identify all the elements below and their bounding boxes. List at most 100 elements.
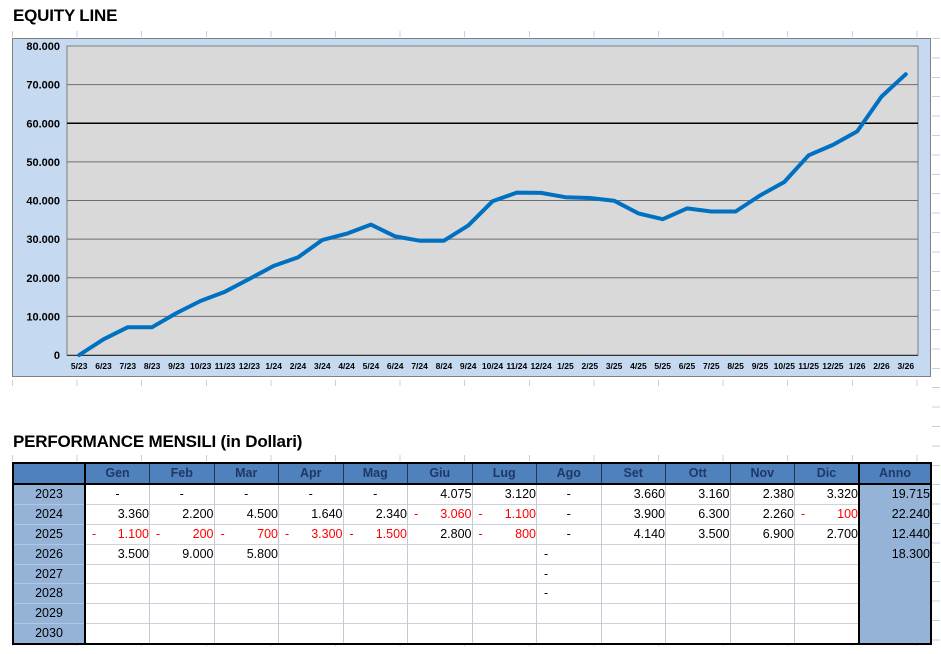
month-header-dic[interactable]: Dic	[794, 463, 859, 485]
cell-2028-ott[interactable]	[665, 583, 730, 604]
anno-2023[interactable]: 19.715	[858, 483, 931, 505]
cell-2027-mag[interactable]	[342, 563, 408, 584]
cell-2025-ott[interactable]: 3.500	[665, 523, 730, 545]
cell-2023-dic[interactable]: 3.320	[794, 483, 859, 505]
cell-2027-set[interactable]	[600, 563, 666, 584]
cell-2026-ott[interactable]	[665, 543, 730, 565]
cell-2028-mag[interactable]	[342, 583, 408, 604]
cell-2029-mar[interactable]	[213, 603, 279, 624]
cell-2030-ott[interactable]	[665, 623, 730, 645]
month-header-feb[interactable]: Feb	[149, 463, 214, 485]
anno-2025[interactable]: 12.440	[858, 524, 931, 545]
cell-2024-mag[interactable]: 2.340	[342, 503, 408, 525]
cell-2024-giu[interactable]: -3.060	[407, 503, 472, 525]
cell-2028-mar[interactable]	[213, 583, 279, 604]
cell-2027-giu[interactable]	[407, 563, 472, 584]
cell-2024-ott[interactable]: 6.300	[665, 503, 730, 525]
cell-2026-mag[interactable]	[342, 543, 408, 565]
cell-2026-ago[interactable]: -	[536, 543, 601, 565]
cell-2029-feb[interactable]	[149, 603, 214, 624]
cell-2029-apr[interactable]	[278, 603, 343, 624]
cell-2024-dic[interactable]: -100	[794, 503, 859, 525]
cell-2025-lug[interactable]: -800	[471, 523, 537, 545]
cell-2029-ott[interactable]	[665, 603, 730, 624]
cell-2030-ago[interactable]	[536, 623, 601, 645]
cell-2029-nov[interactable]	[729, 603, 795, 624]
cell-2023-set[interactable]: 3.660	[600, 483, 666, 505]
month-header-nov[interactable]: Nov	[729, 463, 795, 485]
cell-2024-ago[interactable]: -	[536, 503, 601, 525]
year-label-2027[interactable]: 2027	[13, 563, 86, 584]
cell-2025-feb[interactable]: -200	[149, 523, 214, 545]
cell-2030-lug[interactable]	[471, 623, 537, 645]
cell-2023-mag[interactable]: -	[342, 483, 408, 505]
year-label-2028[interactable]: 2028	[13, 583, 86, 604]
cell-2029-mag[interactable]	[342, 603, 408, 624]
cell-2026-lug[interactable]	[471, 543, 537, 565]
anno-2028[interactable]	[858, 583, 931, 604]
cell-2023-ott[interactable]: 3.160	[665, 483, 730, 505]
cell-2028-lug[interactable]	[471, 583, 537, 604]
month-header-giu[interactable]: Giu	[407, 463, 472, 485]
cell-2024-set[interactable]: 3.900	[600, 503, 666, 525]
anno-2026[interactable]: 18.300	[858, 544, 931, 565]
cell-2026-mar[interactable]: 5.800	[213, 543, 279, 565]
cell-2023-ago[interactable]: -	[536, 483, 601, 505]
month-header-mag[interactable]: Mag	[342, 463, 408, 485]
cell-2026-gen[interactable]: 3.500	[84, 543, 150, 565]
cell-2026-set[interactable]	[600, 543, 666, 565]
cell-2028-gen[interactable]	[84, 583, 150, 604]
month-header-lug[interactable]: Lug	[471, 463, 537, 485]
cell-2029-gen[interactable]	[84, 603, 150, 624]
cell-2025-mar[interactable]: -700	[213, 523, 279, 545]
cell-2028-apr[interactable]	[278, 583, 343, 604]
cell-2030-apr[interactable]	[278, 623, 343, 645]
month-header-ott[interactable]: Ott	[665, 463, 730, 485]
cell-2025-set[interactable]: 4.140	[600, 523, 666, 545]
cell-2027-gen[interactable]	[84, 563, 150, 584]
anno-2029[interactable]	[858, 603, 931, 624]
corner-cell[interactable]	[13, 463, 86, 485]
cell-2030-set[interactable]	[600, 623, 666, 645]
cell-2028-nov[interactable]	[729, 583, 795, 604]
cell-2026-dic[interactable]	[794, 543, 859, 565]
anno-header[interactable]: Anno	[858, 463, 931, 485]
year-label-2029[interactable]: 2029	[13, 603, 86, 624]
cell-2023-gen[interactable]: -	[84, 483, 150, 505]
cell-2027-apr[interactable]	[278, 563, 343, 584]
cell-2029-set[interactable]	[600, 603, 666, 624]
cell-2027-dic[interactable]	[794, 563, 859, 584]
cell-2030-mag[interactable]	[342, 623, 408, 645]
cell-2024-lug[interactable]: -1.100	[471, 503, 537, 525]
cell-2025-dic[interactable]: 2.700	[794, 523, 859, 545]
cell-2025-apr[interactable]: -3.300	[278, 523, 343, 545]
cell-2024-nov[interactable]: 2.260	[729, 503, 795, 525]
cell-2030-giu[interactable]	[407, 623, 472, 645]
year-label-2030[interactable]: 2030	[13, 623, 86, 645]
cell-2026-giu[interactable]	[407, 543, 472, 565]
cell-2025-nov[interactable]: 6.900	[729, 523, 795, 545]
cell-2025-ago[interactable]: -	[536, 523, 601, 545]
cell-2023-lug[interactable]: 3.120	[471, 483, 537, 505]
cell-2024-feb[interactable]: 2.200	[149, 503, 214, 525]
cell-2030-nov[interactable]	[729, 623, 795, 645]
cell-2028-feb[interactable]	[149, 583, 214, 604]
cell-2024-gen[interactable]: 3.360	[84, 503, 150, 525]
cell-2024-mar[interactable]: 4.500	[213, 503, 279, 525]
cell-2027-feb[interactable]	[149, 563, 214, 584]
cell-2023-feb[interactable]: -	[149, 483, 214, 505]
cell-2030-gen[interactable]	[84, 623, 150, 645]
cell-2027-ott[interactable]	[665, 563, 730, 584]
month-header-mar[interactable]: Mar	[213, 463, 279, 485]
anno-2024[interactable]: 22.240	[858, 504, 931, 525]
year-label-2025[interactable]: 2025	[13, 523, 86, 545]
cell-2030-dic[interactable]	[794, 623, 859, 645]
cell-2030-feb[interactable]	[149, 623, 214, 645]
cell-2025-mag[interactable]: -1.500	[342, 523, 408, 545]
cell-2025-gen[interactable]: -1.100	[84, 523, 150, 545]
cell-2026-nov[interactable]	[729, 543, 795, 565]
equity-line-chart[interactable]: 0 10.000 20.000 30.000 40.000 50.000 60.000 70.…	[12, 38, 931, 377]
cell-2028-set[interactable]	[600, 583, 666, 604]
cell-2023-mar[interactable]: -	[213, 483, 279, 505]
cell-2030-mar[interactable]	[213, 623, 279, 645]
